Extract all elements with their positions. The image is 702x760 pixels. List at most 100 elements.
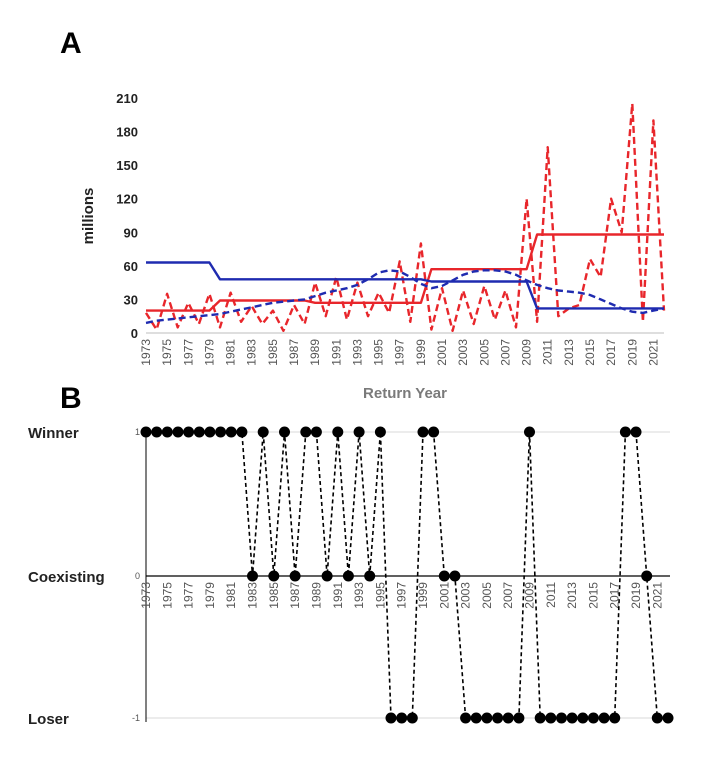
chart-b-data-point: [406, 712, 418, 724]
chart-a-y-tick-label: 60: [124, 259, 138, 274]
chart-a-x-tick-label: 1975: [160, 339, 174, 366]
chart-a-x-tick-label: 1977: [181, 339, 195, 366]
chart-b-data-point: [481, 712, 493, 724]
chart-a-y-tick-label: 30: [124, 292, 138, 307]
chart-a-x-tick-label: 2001: [435, 339, 449, 366]
chart-b-data-point: [609, 712, 621, 724]
chart-b-data-point: [534, 712, 546, 724]
chart-a-y-tick-label: 90: [124, 225, 138, 240]
chart-b-data-point: [332, 426, 344, 438]
chart-a-x-tick-label: 2011: [541, 339, 555, 365]
chart-a-x-tick-label: 1983: [245, 339, 259, 366]
chart-b-x-tick-label: 2017: [608, 582, 622, 609]
chart-a-x-tick-label: 1985: [266, 339, 280, 366]
chart-b-data-point: [449, 570, 461, 582]
chart-b-data-point: [204, 426, 216, 438]
chart-a-x-tick-label: 1999: [414, 339, 428, 366]
chart-b-data-point: [268, 570, 280, 582]
chart-b-x-tick-label: 1977: [182, 582, 196, 609]
chart-a-y-tick-label: 0: [131, 326, 138, 341]
chart-b-data-point: [556, 712, 567, 724]
chart-a-series-line-3: [146, 261, 664, 310]
chart-a-y-tick-label: 120: [116, 192, 138, 207]
chart-b-category-label: Loser: [28, 711, 69, 728]
chart-b-data-point: [364, 570, 376, 582]
chart-b-x-tick-label: 2003: [459, 582, 473, 609]
chart-b-data-point: [342, 570, 354, 582]
chart-b-data-point: [247, 570, 258, 582]
chart-b-data-point: [257, 426, 269, 438]
chart-b-data-point: [524, 426, 535, 438]
chart-b-data-point: [619, 426, 631, 438]
chart-b-data-point: [566, 712, 578, 724]
chart-a-x-tick-label: 1997: [393, 339, 407, 366]
panel-a-label: A: [60, 27, 82, 60]
chart-b-x-tick-label: 2015: [586, 582, 600, 609]
chart-b-data-point: [161, 426, 173, 438]
chart-a-x-tick-label: 1995: [372, 339, 386, 366]
chart-b-category-label: Winner: [28, 425, 79, 442]
chart-b-data-point: [374, 426, 386, 438]
chart-b-data-point: [438, 570, 450, 582]
chart-b-data-point: [502, 712, 514, 724]
panel-b-label: B: [60, 382, 82, 415]
chart-a-x-tick-label: 1987: [287, 339, 301, 366]
chart-a-x-tick-label: 1993: [350, 339, 364, 366]
chart-b-data-point: [236, 426, 248, 438]
chart-b-data-point: [577, 712, 589, 724]
chart-b-data-point: [641, 570, 653, 582]
chart-a-y-axis-label: millions: [80, 188, 97, 245]
chart-a-x-tick-label: 1991: [329, 339, 343, 366]
chart-b-y-tick-value: 0: [135, 571, 140, 581]
chart-b-x-tick-label: 1983: [246, 582, 260, 609]
chart-a-series-line-2: [146, 233, 664, 312]
chart-a-x-tick-label: 2015: [583, 339, 597, 366]
chart-b-data-point: [598, 712, 610, 724]
chart-a-x-tick-label: 2007: [498, 339, 512, 366]
chart-a-x-tick-label: 1989: [308, 339, 322, 366]
chart-b-data-point: [385, 712, 397, 724]
chart-b-data-point: [151, 426, 163, 438]
chart-b-data-point: [630, 426, 642, 438]
chart-a-x-tick-label: 1981: [224, 339, 238, 366]
chart-b-data-point: [662, 712, 674, 724]
chart-b-x-tick-label: 1975: [160, 582, 174, 609]
chart-a-x-axis-label: Return Year: [363, 385, 447, 402]
chart-a-x-tick-label: 2017: [604, 339, 618, 366]
chart-b-x-tick-label: 2005: [480, 582, 494, 609]
chart-b-data-point: [587, 712, 599, 724]
chart-b-x-tick-label: 2019: [629, 582, 643, 609]
chart-a-x-tick-label: 1973: [139, 339, 153, 366]
chart-b-x-tick-label: 1979: [203, 582, 217, 609]
chart-b-data-point: [492, 712, 504, 724]
chart-a-x-tick-label: 2009: [520, 339, 534, 366]
chart-a-x-tick-label: 1979: [202, 339, 216, 366]
chart-b-x-tick-label: 1985: [267, 582, 281, 609]
chart-b-data-point: [460, 712, 472, 724]
chart-b-x-tick-label: 1991: [331, 582, 345, 609]
chart-b-data-point: [140, 426, 152, 438]
chart-b-data-point: [428, 426, 440, 438]
chart-a-x-tick-label: 2003: [456, 339, 470, 366]
chart-b-data-point: [225, 426, 237, 438]
chart-b-data-point: [193, 426, 205, 438]
chart-b-data-point: [215, 426, 227, 438]
chart-b-x-tick-label: 1993: [352, 582, 366, 609]
chart-b-data-point: [310, 426, 322, 438]
chart-b-data-point: [300, 426, 312, 438]
chart-b-data-point: [545, 712, 557, 724]
chart-a-x-tick-label: 2019: [625, 339, 639, 366]
chart-a: millions Return Year 0 30 60 90 120 150 180 210…: [80, 91, 666, 402]
chart-b-data-point: [513, 712, 525, 724]
chart-b-x-tick-label: 2007: [501, 582, 515, 609]
chart-a-y-tick-label: 180: [116, 125, 138, 140]
chart-b-x-tick-label: 1981: [224, 582, 238, 609]
chart-b-data-point: [417, 426, 429, 438]
chart-b-data-point: [321, 570, 333, 582]
chart-b-series-line: [146, 431, 668, 719]
chart-b-y-tick-value: -1: [132, 713, 140, 723]
chart-b-data-point: [396, 712, 408, 724]
chart-b-data-point: [651, 712, 663, 724]
chart-b-x-tick-label: 2013: [565, 582, 579, 609]
